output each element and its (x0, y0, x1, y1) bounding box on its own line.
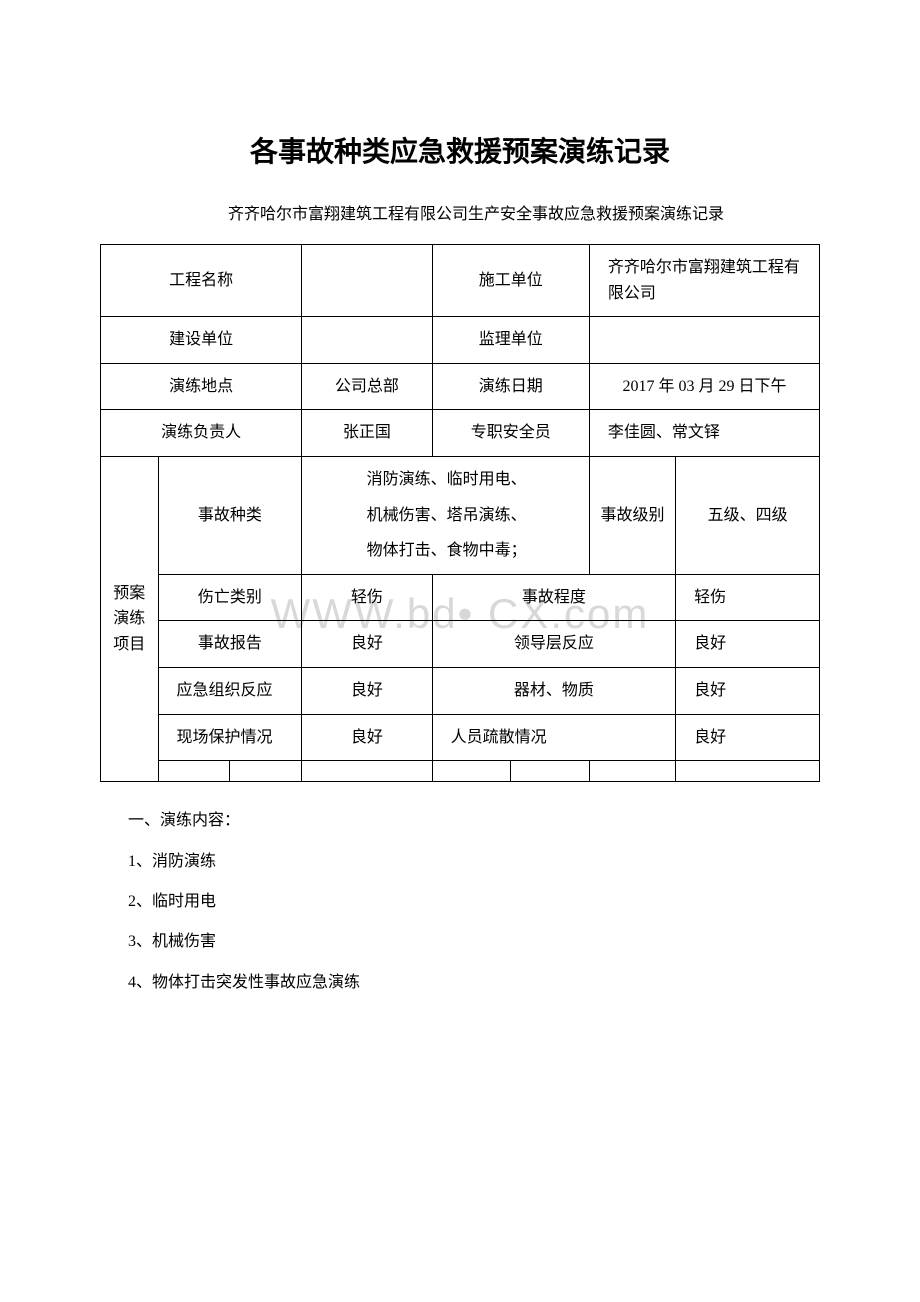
construction-unit-label: 施工单位 (432, 245, 589, 317)
table-row (101, 761, 820, 782)
table-row: 建设单位 监理单位 (101, 317, 820, 364)
accident-degree-value: 轻伤 (676, 574, 820, 621)
safety-officer-label: 专职安全员 (432, 410, 589, 457)
drill-leader-label: 演练负责人 (101, 410, 302, 457)
table-row: 演练地点 公司总部 演练日期 2017 年 03 月 29 日下午 (101, 363, 820, 410)
accident-degree-label: 事故程度 (432, 574, 676, 621)
document-subtitle: 齐齐哈尔市富翔建筑工程有限公司生产安全事故应急救援预案演练记录 (100, 200, 820, 224)
content-section: 一、演练内容： 1、消防演练 2、临时用电 3、机械伤害 4、物体打击突发性事故… (100, 802, 820, 1002)
leader-response-value: 良好 (676, 621, 820, 668)
empty-cell (511, 761, 590, 782)
casualty-type-label: 伤亡类别 (158, 574, 302, 621)
accident-level-label: 事故级别 (589, 456, 675, 574)
drill-date-value: 2017 年 03 月 29 日下午 (589, 363, 819, 410)
table-row: 事故报告 良好 领导层反应 良好 (101, 621, 820, 668)
emergency-org-label: 应急组织反应 (158, 667, 302, 714)
empty-cell (230, 761, 302, 782)
supervise-unit-value (589, 317, 819, 364)
accident-report-label: 事故报告 (158, 621, 302, 668)
supervise-unit-label: 监理单位 (432, 317, 589, 364)
site-protection-value: 良好 (302, 714, 432, 761)
empty-cell (432, 761, 511, 782)
construction-unit-value: 齐齐哈尔市富翔建筑工程有限公司 (589, 245, 819, 317)
accident-level-value: 五级、四级 (676, 456, 820, 574)
casualty-type-value: 轻伤 (302, 574, 432, 621)
section-label: 预案演练项目 (101, 456, 159, 781)
empty-cell (302, 761, 432, 782)
empty-cell (589, 761, 675, 782)
evacuation-label: 人员疏散情况 (432, 714, 676, 761)
equipment-value: 良好 (676, 667, 820, 714)
empty-cell (676, 761, 820, 782)
empty-cell (158, 761, 230, 782)
build-unit-value (302, 317, 432, 364)
content-heading: 一、演练内容： (128, 802, 820, 840)
document-title: 各事故种类应急救援预案演练记录 (100, 130, 820, 170)
record-table: 工程名称 施工单位 齐齐哈尔市富翔建筑工程有限公司 建设单位 监理单位 演练地点… (100, 244, 820, 782)
accident-report-value: 良好 (302, 621, 432, 668)
evacuation-value: 良好 (676, 714, 820, 761)
leader-response-label: 领导层反应 (432, 621, 676, 668)
table-row: 工程名称 施工单位 齐齐哈尔市富翔建筑工程有限公司 (101, 245, 820, 317)
drill-location-label: 演练地点 (101, 363, 302, 410)
accident-type-value: 消防演练、临时用电、 机械伤害、塔吊演练、 物体打击、食物中毒； (302, 456, 590, 574)
table-row: 现场保护情况 良好 人员疏散情况 良好 (101, 714, 820, 761)
accident-type-label: 事故种类 (158, 456, 302, 574)
safety-officer-value: 李佳圆、常文铎 (589, 410, 819, 457)
content-item: 1、消防演练 (128, 843, 820, 881)
drill-date-label: 演练日期 (432, 363, 589, 410)
content-item: 3、机械伤害 (128, 923, 820, 961)
build-unit-label: 建设单位 (101, 317, 302, 364)
table-row: 应急组织反应 良好 器材、物质 良好 (101, 667, 820, 714)
equipment-label: 器材、物质 (432, 667, 676, 714)
project-name-value (302, 245, 432, 317)
content-item: 4、物体打击突发性事故应急演练 (128, 964, 820, 1002)
table-row: 预案演练项目 事故种类 消防演练、临时用电、 机械伤害、塔吊演练、 物体打击、食… (101, 456, 820, 574)
table-row: 演练负责人 张正国 专职安全员 李佳圆、常文铎 (101, 410, 820, 457)
project-name-label: 工程名称 (101, 245, 302, 317)
drill-leader-value: 张正国 (302, 410, 432, 457)
drill-location-value: 公司总部 (302, 363, 432, 410)
emergency-org-value: 良好 (302, 667, 432, 714)
site-protection-label: 现场保护情况 (158, 714, 302, 761)
content-item: 2、临时用电 (128, 883, 820, 921)
table-row: 伤亡类别 轻伤 事故程度 轻伤 (101, 574, 820, 621)
